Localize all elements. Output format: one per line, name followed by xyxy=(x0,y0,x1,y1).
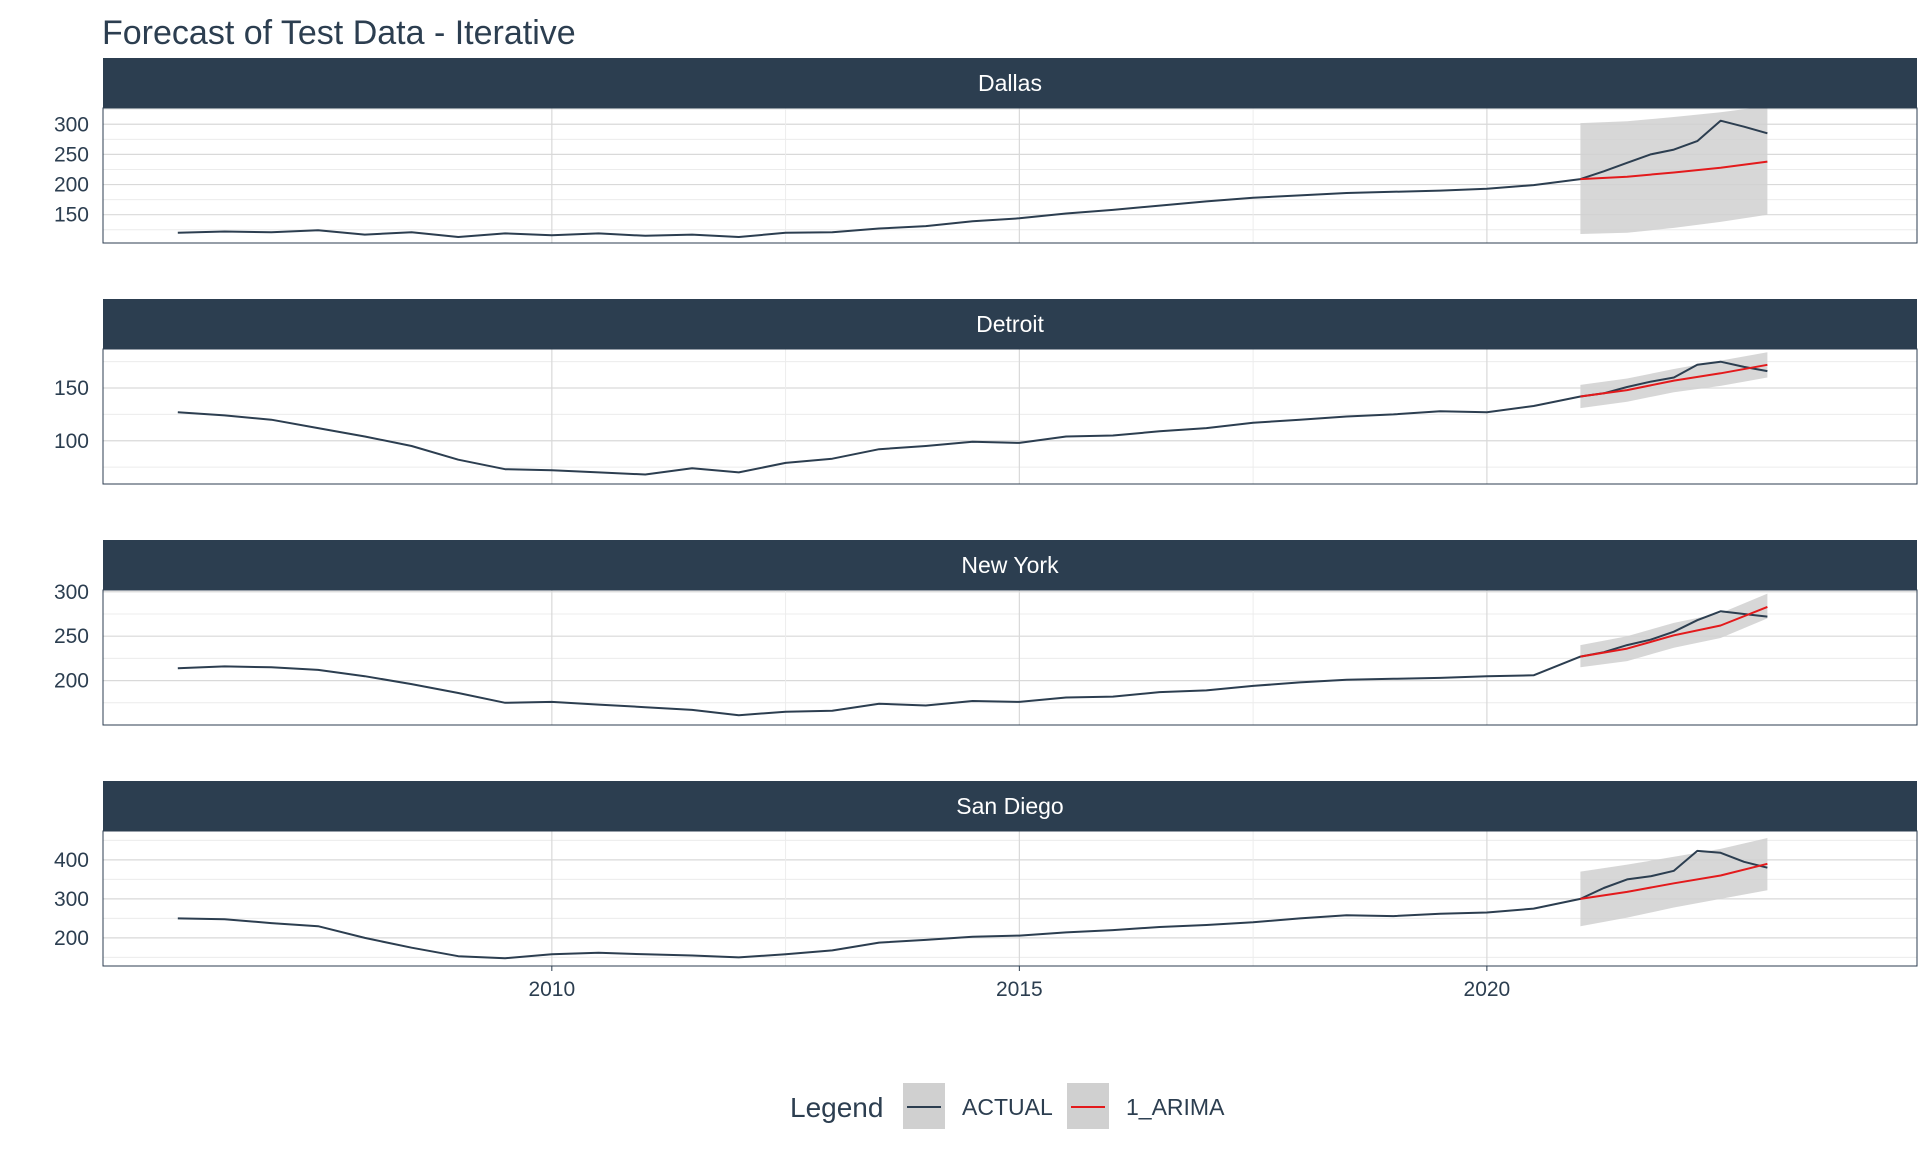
confidence-ribbon xyxy=(1580,594,1767,668)
legend-label-1-arima: 1_ARIMA xyxy=(1126,1094,1225,1120)
x-tick-label: 2010 xyxy=(528,978,575,1001)
legend-item-1-arima: 1_ARIMA xyxy=(1067,1083,1225,1129)
y-tick-label: 150 xyxy=(54,377,89,400)
y-tick-label: 200 xyxy=(54,927,89,950)
panel-new-york: New York 200 250 300 xyxy=(54,540,1917,725)
actual-series-line xyxy=(178,851,1768,958)
actual-series-line xyxy=(178,362,1768,475)
panel-border xyxy=(103,590,1917,725)
plot-area-detroit xyxy=(178,352,1768,474)
panel-detroit: Detroit 100 150 xyxy=(54,299,1917,484)
y-tick-label: 100 xyxy=(54,430,89,453)
actual-series-line xyxy=(178,611,1768,715)
y-tick-label: 250 xyxy=(54,143,89,166)
panel-border xyxy=(103,349,1917,484)
legend-label-actual: ACTUAL xyxy=(962,1094,1053,1120)
plot-area-new-york xyxy=(178,594,1768,716)
strip-label: Dallas xyxy=(978,70,1042,96)
legend-title: Legend xyxy=(790,1092,883,1123)
strip-label: New York xyxy=(961,552,1059,578)
confidence-ribbon xyxy=(1580,838,1767,926)
y-tick-label: 200 xyxy=(54,174,89,197)
facet-panels: Dallas 150 200 250 300 Detroit 100 150 New York 2… xyxy=(54,58,1917,966)
legend: Legend ACTUAL 1_ARIMA xyxy=(790,1083,1225,1129)
y-tick-label: 300 xyxy=(54,581,89,604)
legend-item-actual: ACTUAL xyxy=(903,1083,1053,1129)
x-tick-label: 2020 xyxy=(1464,978,1511,1001)
plot-area-san-diego xyxy=(178,838,1768,958)
y-tick-label: 150 xyxy=(54,204,89,227)
y-tick-label: 250 xyxy=(54,625,89,648)
panel-san-diego: San Diego 200 300 400 xyxy=(54,781,1917,966)
chart-title: Forecast of Test Data - Iterative xyxy=(102,14,576,52)
x-tick-label: 2015 xyxy=(996,978,1043,1001)
strip-label: San Diego xyxy=(956,793,1063,819)
y-tick-label: 300 xyxy=(54,888,89,911)
plot-area-dallas xyxy=(178,106,1768,237)
y-tick-label: 300 xyxy=(54,113,89,136)
panel-dallas: Dallas 150 200 250 300 xyxy=(54,58,1917,243)
y-tick-label: 200 xyxy=(54,670,89,693)
x-axis: 2010 2015 2020 xyxy=(528,966,1510,1001)
y-tick-label: 400 xyxy=(54,849,89,872)
strip-label: Detroit xyxy=(976,311,1044,337)
actual-series-line xyxy=(178,121,1768,237)
